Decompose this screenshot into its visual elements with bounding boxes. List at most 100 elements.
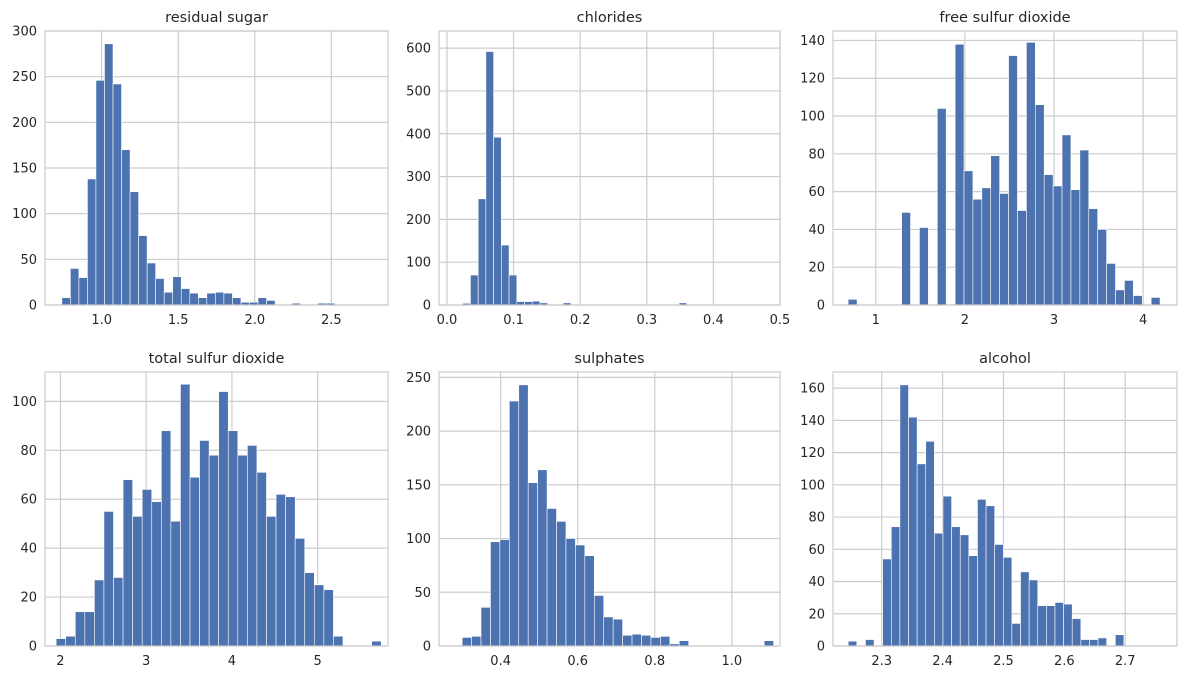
sulphates-axes-frame	[438, 371, 781, 647]
residual-sugar-bar	[61, 297, 71, 306]
residual-sugar-y-tick-label: 150	[12, 162, 37, 177]
chlorides-axes-frame	[438, 30, 781, 306]
alcohol-bar	[1046, 605, 1056, 647]
sulphates-bar	[603, 616, 614, 647]
alcohol-bar	[1097, 637, 1107, 647]
sulphates-bar	[546, 508, 557, 647]
free-sulfur-dioxide-title: free sulfur dioxide	[939, 10, 1070, 26]
free-sulfur-dioxide-bar	[963, 170, 974, 306]
sulphates-bar	[461, 637, 472, 647]
residual-sugar-bar	[95, 80, 105, 306]
residual-sugar-x-tick-label: 1.0	[91, 313, 112, 328]
free-sulfur-dioxide-bar	[1150, 297, 1161, 306]
free-sulfur-dioxide-bar	[1061, 134, 1072, 306]
sulphates-bar	[471, 636, 482, 647]
alcohol-x-tick-label: 2.4	[932, 654, 953, 669]
alcohol-bar	[847, 640, 858, 647]
alcohol-bar	[1089, 639, 1099, 647]
total-sulfur-dioxide-bar	[55, 638, 67, 647]
alcohol-x-tick-label: 2.7	[1115, 654, 1136, 669]
alcohol-y-tick-label: 40	[808, 575, 825, 590]
total-sulfur-dioxide-y-tick-label: 20	[20, 591, 37, 606]
alcohol-x-tick-label: 2.5	[993, 654, 1014, 669]
residual-sugar-y-tick-label: 300	[12, 25, 37, 40]
sulphates-x-tick-label: 0.4	[490, 654, 511, 669]
sulphates-y-tick-label: 50	[414, 586, 431, 601]
residual-sugar-bar	[129, 191, 139, 306]
residual-sugar-title: residual sugar	[165, 10, 268, 26]
alcohol-bar	[951, 526, 961, 647]
total-sulfur-dioxide-bar	[132, 516, 143, 647]
chlorides-y-tick-label: 200	[406, 213, 431, 228]
alcohol-y-tick-label: 0	[817, 640, 825, 655]
total-sulfur-dioxide-y-tick-label: 0	[29, 640, 37, 655]
residual-sugar-y-tick-label: 50	[20, 253, 37, 268]
free-sulfur-dioxide-bar	[919, 227, 929, 306]
chlorides-x-tick-label: 0.5	[770, 313, 791, 328]
free-sulfur-dioxide-bar	[954, 43, 965, 306]
chlorides-x-tick-label: 0.1	[503, 313, 524, 328]
free-sulfur-dioxide-bar	[1097, 229, 1107, 306]
sulphates-bar	[527, 482, 538, 647]
residual-sugar-x-tick-label: 2.0	[244, 313, 265, 328]
residual-sugar-bar	[172, 276, 182, 306]
total-sulfur-dioxide-bar	[247, 445, 258, 647]
sulphates-bar	[660, 636, 671, 647]
total-sulfur-dioxide-panel: 2 3 4 5 0 20 40 60 80 100 total sulfur dioxide	[12, 351, 389, 669]
alcohol-bar	[1114, 634, 1125, 647]
alcohol-bar	[994, 544, 1004, 647]
alcohol-y-tick-label: 60	[808, 543, 825, 558]
chlorides-bar	[485, 51, 494, 306]
sulphates-bar	[593, 595, 605, 647]
total-sulfur-dioxide-bar	[180, 383, 191, 647]
alcohol-y-tick-label: 20	[808, 607, 825, 622]
total-sulfur-dioxide-bar	[103, 511, 114, 647]
alcohol-bar	[1011, 623, 1021, 647]
residual-sugar-bar	[87, 178, 97, 306]
residual-sugar-bar	[180, 288, 191, 306]
free-sulfur-dioxide-y-tick-label: 0	[817, 299, 825, 314]
alcohol-y-tick-label: 120	[800, 446, 825, 461]
residual-sugar-axes-frame	[44, 30, 389, 306]
free-sulfur-dioxide-bar	[990, 155, 1000, 306]
free-sulfur-dioxide-y-tick-label: 40	[808, 223, 825, 238]
total-sulfur-dioxide-y-tick-label: 100	[12, 395, 37, 410]
residual-sugar-bar	[232, 297, 242, 306]
alcohol-bar	[1028, 579, 1039, 647]
free-sulfur-dioxide-bar	[972, 198, 983, 306]
free-sulfur-dioxide-axes-frame	[832, 30, 1178, 306]
free-sulfur-dioxide-bar	[847, 299, 858, 306]
chlorides-bar	[501, 244, 510, 306]
sulphates-x-tick-label: 0.8	[644, 654, 665, 669]
free-sulfur-dioxide-bar	[901, 212, 911, 306]
alcohol-bar	[968, 555, 978, 647]
sulphates-bar	[631, 633, 642, 647]
residual-sugar-bar	[155, 278, 165, 306]
free-sulfur-dioxide-bar	[1088, 208, 1098, 306]
chlorides-x-tick-label: 0.4	[703, 313, 724, 328]
residual-sugar-bar	[163, 291, 174, 306]
alcohol-bar	[865, 639, 875, 647]
chlorides-title: chlorides	[577, 10, 643, 26]
alcohol-bar	[890, 526, 901, 647]
chlorides-bar	[493, 136, 502, 306]
chlorides-y-tick-label: 400	[406, 127, 431, 142]
residual-sugar-panel: 1.0 1.5 2.0 2.5 0 50 100 150 200 250 300 residual s…	[12, 10, 389, 328]
free-sulfur-dioxide-x-tick-label: 1	[872, 313, 880, 328]
sulphates-bar	[518, 384, 529, 647]
residual-sugar-x-tick-label: 1.5	[168, 313, 189, 328]
total-sulfur-dioxide-bar	[275, 494, 286, 647]
sulphates-bar	[556, 521, 567, 647]
total-sulfur-dioxide-bar	[371, 640, 382, 647]
alcohol-bar	[882, 558, 892, 647]
alcohol-bar	[959, 534, 970, 647]
alcohol-bar	[908, 416, 918, 647]
alcohol-bar	[899, 384, 909, 647]
residual-sugar-bar	[78, 277, 88, 306]
free-sulfur-dioxide-y-tick-label: 80	[808, 147, 825, 162]
residual-sugar-bar	[138, 235, 148, 306]
total-sulfur-dioxide-bar	[74, 611, 86, 647]
chlorides-panel: 0.0 0.1 0.2 0.3 0.4 0.5 0 100 200 300 400 500 600 chl…	[406, 10, 790, 328]
alcohol-x-tick-label: 2.3	[871, 654, 892, 669]
